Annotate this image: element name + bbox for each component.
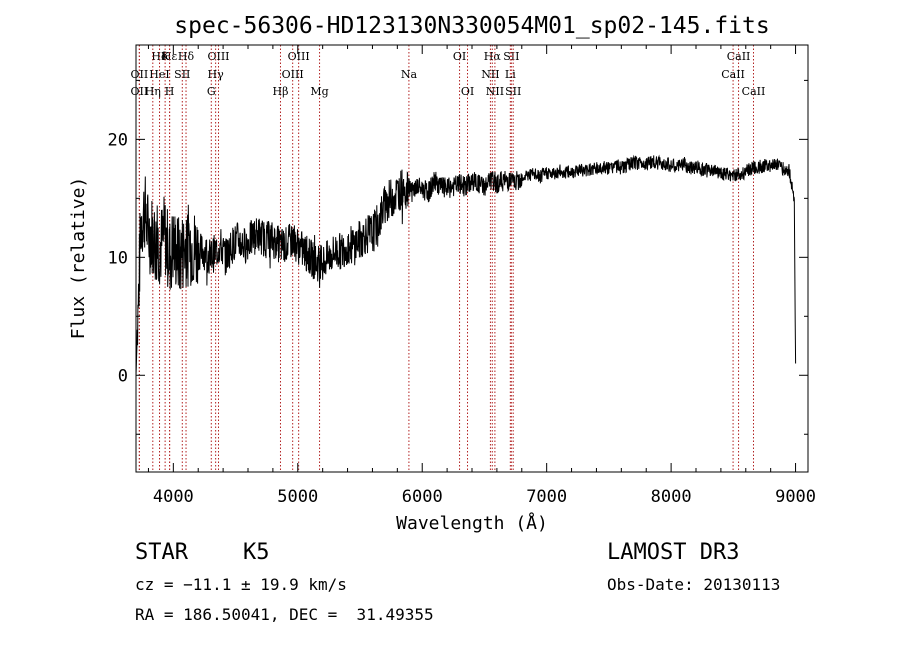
flux-series: [135, 154, 797, 376]
line-label: SII: [174, 68, 190, 81]
y-tick-label: 0: [118, 366, 128, 386]
line-label: Hβ: [273, 85, 289, 98]
line-label: Li: [505, 68, 516, 81]
object-subclass: K5: [243, 540, 270, 565]
line-label: OI: [461, 85, 474, 98]
line-label: Hδ: [178, 50, 195, 63]
flux-line: [135, 154, 797, 376]
line-label: SII: [503, 50, 519, 63]
ra-dec: RA = 186.50041, DEC = 31.49355: [135, 605, 434, 624]
line-label: CaII: [721, 68, 745, 81]
line-label: H: [165, 85, 175, 98]
line-label: OIII: [288, 50, 310, 63]
x-axis-label: Wavelength (Å): [396, 512, 548, 534]
axis-ticks: 4000 5000 6000 7000 8000 9000 0 10 20: [108, 45, 816, 507]
line-label: HeI: [149, 68, 169, 81]
line-label: Hη: [145, 85, 161, 98]
y-axis-label: Flux (relative): [68, 177, 89, 340]
x-tick-label: 7000: [526, 487, 567, 507]
line-label: Na: [401, 68, 418, 81]
line-label: NII: [481, 68, 499, 81]
line-label: OIII: [282, 68, 304, 81]
line-label: CaII: [742, 85, 766, 98]
line-label: G: [207, 85, 216, 98]
x-tick-label: 9000: [775, 487, 816, 507]
y-tick-label: 10: [108, 248, 128, 268]
line-label: SII: [505, 85, 521, 98]
line-label: CaII: [727, 50, 751, 63]
chart-title: spec-56306-HD123130N330054M01_sp02-145.f…: [174, 13, 769, 39]
plot-frame: [135, 44, 809, 473]
line-label: Mg: [310, 85, 328, 98]
line-label: Hα: [484, 50, 502, 63]
line-label: OII: [131, 85, 149, 98]
line-label: K: [161, 50, 170, 63]
redshift-cz: cz = −11.1 ± 19.9 km/s: [135, 575, 347, 594]
survey-name: LAMOST DR3: [607, 540, 740, 565]
observation-date: Obs-Date: 20130113: [607, 575, 781, 594]
line-label: NII: [486, 85, 504, 98]
x-tick-label: 6000: [402, 487, 443, 507]
line-label: Hγ: [208, 68, 225, 81]
x-tick-label: 8000: [651, 487, 692, 507]
line-label: OI: [453, 50, 466, 63]
x-tick-label: 4000: [153, 487, 194, 507]
y-tick-label: 20: [108, 130, 128, 150]
x-tick-label: 5000: [277, 487, 318, 507]
object-class: STAR: [135, 540, 188, 565]
line-label: OIII: [207, 50, 229, 63]
